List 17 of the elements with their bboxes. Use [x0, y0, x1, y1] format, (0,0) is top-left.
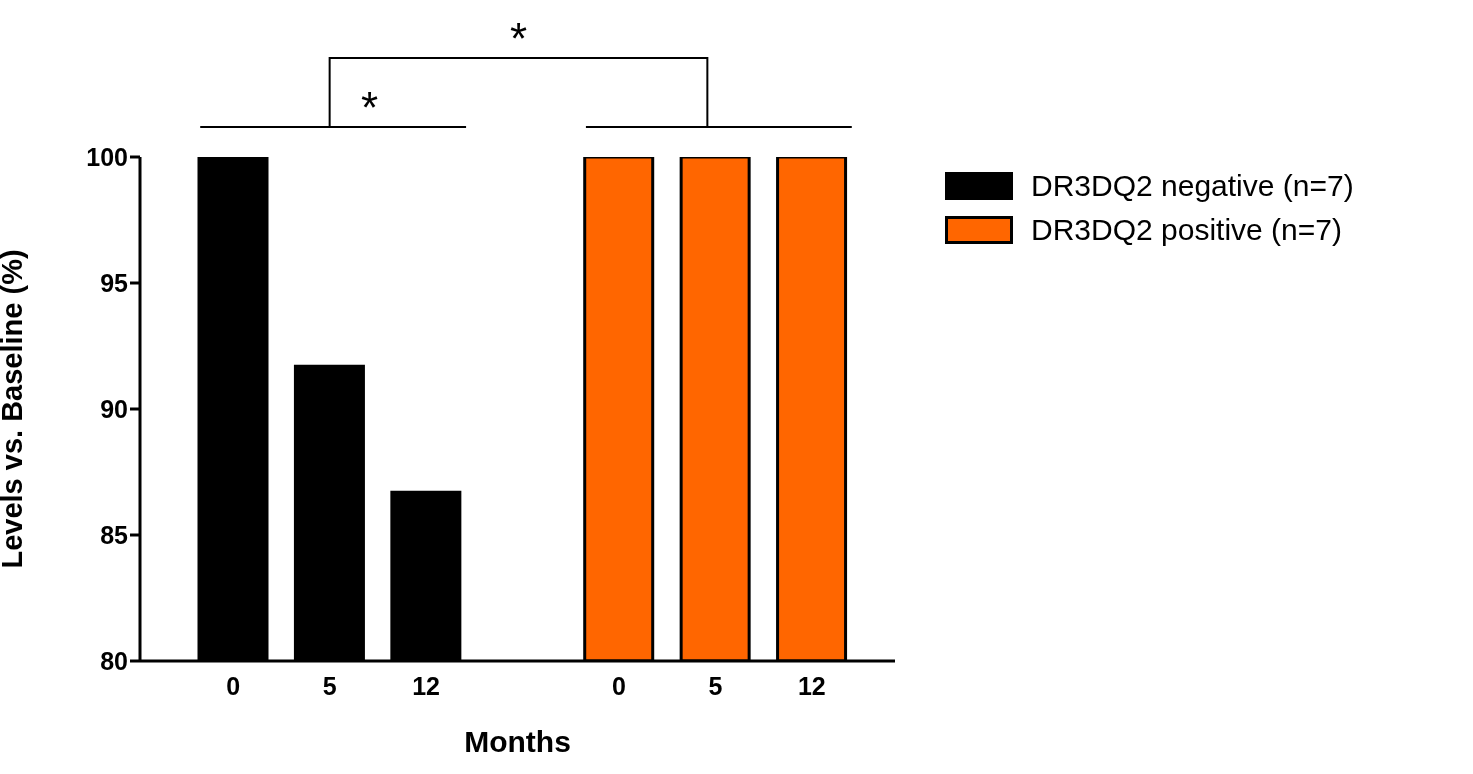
x-tick-label: 12: [797, 671, 826, 700]
legend-label: DR3DQ2 positive (n=7): [1031, 213, 1342, 247]
y-tick-label: 90: [100, 394, 128, 423]
x-tick-label: 12: [412, 671, 440, 700]
text: *: [361, 83, 379, 132]
y-tick-label: 80: [100, 646, 128, 675]
y-tick-label: 100: [86, 142, 128, 171]
x-tick-label: 0: [226, 671, 241, 700]
y-tick-label: 85: [100, 520, 129, 549]
x-tick-label: 0: [611, 671, 626, 700]
legend-label: DR3DQ2 negative (n=7): [1031, 169, 1354, 203]
text: *: [509, 14, 528, 63]
x-tick-label: 5: [322, 671, 337, 700]
y-tick-label: 95: [100, 268, 129, 297]
x-tick-label: 5: [708, 671, 723, 700]
y-axis-title: Levels vs. Baseline (%): [0, 249, 29, 569]
x-axis-title: Months: [464, 725, 571, 759]
